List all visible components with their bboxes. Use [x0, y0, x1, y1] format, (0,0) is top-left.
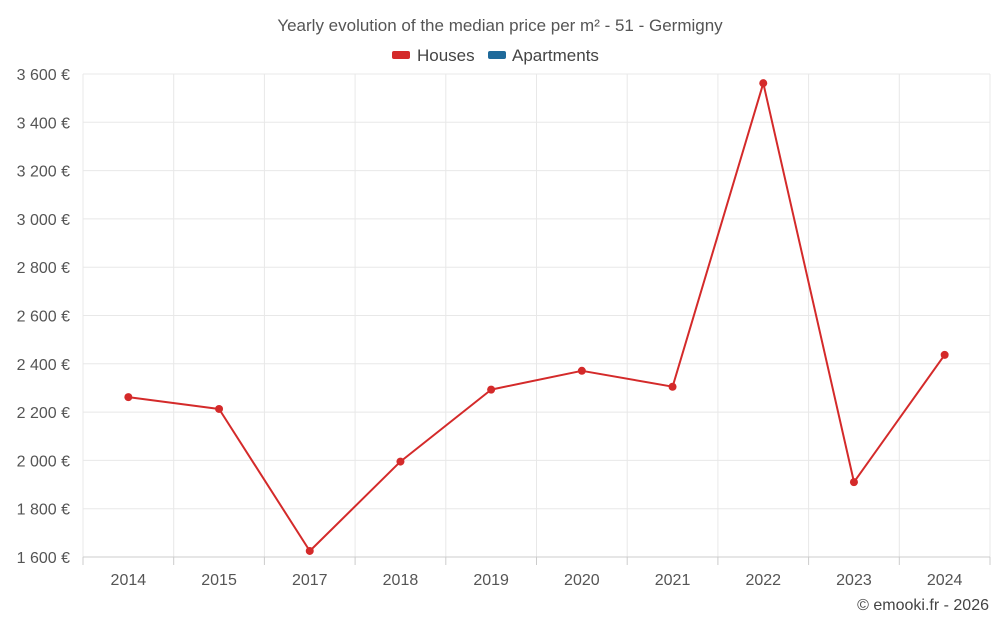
y-tick-label: 3 000 € — [17, 212, 70, 229]
y-tick-label: 3 600 € — [17, 67, 70, 84]
y-tick-label: 2 800 € — [17, 260, 70, 277]
y-tick-label: 3 400 € — [17, 115, 70, 132]
legend-swatch-houses — [392, 51, 410, 59]
data-point[interactable] — [215, 404, 224, 413]
x-tick-label: 2014 — [111, 572, 147, 589]
y-tick-label: 2 600 € — [17, 309, 70, 326]
legend-label-apartments: Apartments — [512, 46, 599, 65]
y-tick-label: 3 200 € — [17, 164, 70, 181]
x-axis-ticks: 2014 2015 2017 2018 2019 2020 2021 2022 2023 2024 — [111, 572, 963, 589]
legend: Houses Apartments — [392, 46, 599, 65]
x-tick-label: 2015 — [201, 572, 237, 589]
data-point[interactable] — [396, 457, 405, 466]
legend-item-houses[interactable]: Houses — [392, 46, 475, 65]
y-tick-label: 2 200 € — [17, 405, 70, 422]
x-tick-label: 2020 — [564, 572, 600, 589]
x-tick-label: 2018 — [383, 572, 419, 589]
y-axis-ticks: 1 600 € 1 800 € 2 000 € 2 200 € 2 400 € 2 600… — [17, 67, 70, 567]
x-tick-label: 2022 — [745, 572, 781, 589]
grid — [82, 73, 991, 565]
series-houses — [124, 79, 949, 555]
x-tick-label: 2017 — [292, 572, 328, 589]
x-tick-label: 2024 — [927, 572, 963, 589]
y-tick-label: 2 400 € — [17, 357, 70, 374]
x-tick-label: 2021 — [655, 572, 691, 589]
legend-swatch-apartments — [488, 51, 506, 59]
data-point[interactable] — [940, 350, 949, 359]
data-point[interactable] — [849, 478, 858, 487]
y-tick-label: 1 600 € — [17, 550, 70, 567]
data-point[interactable] — [124, 393, 133, 402]
data-point[interactable] — [759, 79, 768, 88]
chart-title: Yearly evolution of the median price per… — [277, 16, 723, 35]
legend-item-apartments[interactable]: Apartments — [488, 46, 599, 65]
data-point[interactable] — [668, 382, 677, 391]
x-tick-label: 2019 — [473, 572, 509, 589]
y-tick-label: 2 000 € — [17, 453, 70, 470]
series-line-houses — [128, 82, 946, 552]
data-point[interactable] — [577, 366, 586, 375]
y-tick-label: 1 800 € — [17, 502, 70, 519]
data-point[interactable] — [305, 546, 314, 555]
x-tick-label: 2023 — [836, 572, 872, 589]
legend-label-houses: Houses — [417, 46, 475, 65]
credit-text: © emooki.fr - 2026 — [857, 597, 989, 614]
data-point[interactable] — [487, 385, 496, 394]
